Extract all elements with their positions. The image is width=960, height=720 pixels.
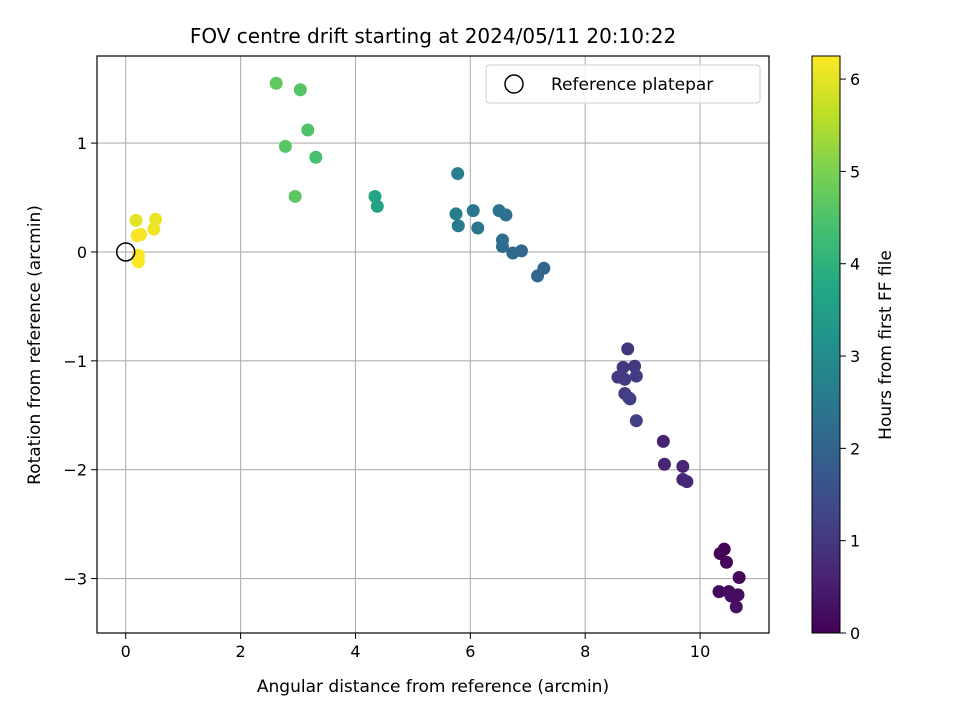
x-tick-label: 0 [121, 642, 131, 661]
plot-frame [96, 55, 770, 634]
colorbar-label: Hours from first FF file [876, 250, 896, 440]
colorbar-gradient [811, 55, 841, 634]
x-tick-label: 2 [235, 642, 245, 661]
data-point [130, 229, 144, 243]
colorbar-ticks: 0 1 2 3 4 5 6 [840, 70, 860, 643]
data-point [495, 233, 509, 247]
data-point [712, 585, 726, 599]
y-tick-label: −1 [63, 352, 87, 371]
chart-title: FOV centre drift starting at 2024/05/11 … [190, 24, 676, 48]
data-point [732, 570, 746, 584]
data-point [451, 219, 465, 233]
colorbar-tick-label: 1 [850, 532, 860, 551]
legend-box [485, 64, 761, 104]
data-point [466, 204, 480, 218]
data-point [293, 83, 307, 97]
data-point [471, 221, 485, 235]
grid-lines [97, 56, 769, 633]
colorbar-tick-label: 4 [850, 255, 860, 274]
legend-circle-icon [504, 74, 524, 94]
colorbar-tick-label: 5 [850, 162, 860, 181]
colorbar-tick-label: 0 [850, 624, 860, 643]
data-point [731, 588, 745, 602]
colorbar-tick-label: 6 [850, 70, 860, 89]
reference-marker [115, 242, 136, 262]
y-axis-ticks: −3 −2 −1 0 1 [63, 134, 97, 589]
colorbar: 0 1 2 3 4 5 6 Hours from first FF file [811, 55, 896, 643]
data-point [657, 457, 671, 471]
data-point [278, 139, 292, 153]
x-axis-ticks: 0 2 4 6 8 10 [121, 633, 710, 661]
data-point [492, 204, 506, 218]
data-point [618, 372, 632, 386]
data-point [628, 359, 642, 373]
data-point [129, 213, 143, 227]
y-tick-label: −3 [63, 570, 87, 589]
data-point [506, 246, 520, 260]
data-points [129, 76, 746, 614]
data-point [629, 369, 643, 383]
x-tick-label: 6 [465, 642, 475, 661]
data-point [629, 414, 643, 428]
x-tick-label: 8 [580, 642, 590, 661]
data-point [676, 459, 690, 473]
data-point [131, 255, 145, 269]
data-point [370, 199, 384, 213]
data-point [451, 167, 465, 181]
data-point [656, 434, 670, 448]
data-point [621, 342, 635, 356]
data-point [719, 555, 733, 569]
data-point [288, 189, 302, 203]
data-point [616, 360, 630, 374]
data-point [531, 269, 545, 283]
data-point [449, 207, 463, 221]
legend-entry-reference: Reference platepar [551, 75, 713, 95]
colorbar-tick-label: 2 [850, 439, 860, 458]
data-point [309, 150, 323, 164]
data-point [269, 76, 283, 90]
data-point [149, 212, 163, 226]
x-axis-label: Angular distance from reference (arcmin) [257, 677, 609, 697]
data-point [368, 189, 382, 203]
legend: Reference platepar [485, 64, 761, 104]
y-tick-label: 0 [77, 243, 87, 262]
y-tick-label: −2 [63, 461, 87, 480]
y-axis-label: Rotation from reference (arcmin) [25, 205, 45, 485]
x-tick-label: 4 [350, 642, 360, 661]
data-point [680, 475, 694, 489]
data-point [147, 222, 161, 236]
colorbar-tick-label: 3 [850, 347, 860, 366]
data-point [729, 600, 743, 614]
reference-platepar-marker [115, 242, 136, 262]
x-tick-label: 10 [690, 642, 710, 661]
data-point [622, 391, 636, 405]
y-tick-label: 1 [77, 134, 87, 153]
data-point [301, 123, 315, 137]
